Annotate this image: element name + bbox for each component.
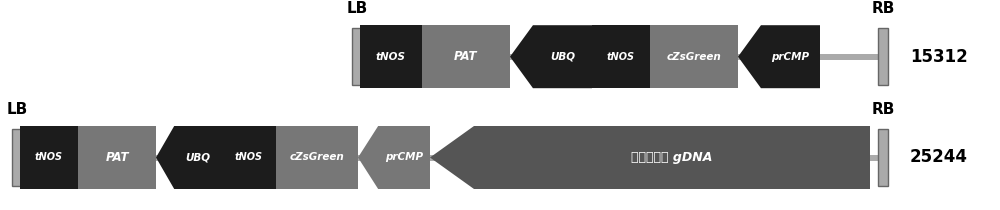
Text: 15312: 15312 bbox=[910, 48, 968, 66]
Polygon shape bbox=[510, 25, 592, 88]
Bar bbox=[352, 28, 362, 85]
Polygon shape bbox=[156, 126, 221, 189]
Bar bbox=[20, 155, 880, 160]
Bar bbox=[12, 129, 22, 186]
Bar bbox=[20, 126, 78, 189]
Text: 25244: 25244 bbox=[910, 148, 968, 167]
Bar bbox=[592, 25, 650, 88]
Polygon shape bbox=[738, 25, 820, 88]
Text: UBQ: UBQ bbox=[550, 52, 575, 62]
Bar bbox=[78, 126, 156, 189]
Bar bbox=[650, 25, 738, 88]
Bar bbox=[878, 129, 888, 186]
Text: LB: LB bbox=[6, 102, 28, 117]
Text: cZsGreen: cZsGreen bbox=[667, 52, 721, 62]
Text: 候选基因的 gDNA: 候选基因的 gDNA bbox=[631, 151, 713, 164]
Text: tNOS: tNOS bbox=[607, 52, 635, 62]
Bar bbox=[360, 54, 880, 59]
Bar bbox=[878, 28, 888, 85]
Text: cZsGreen: cZsGreen bbox=[290, 152, 344, 163]
Text: prCMP: prCMP bbox=[771, 52, 810, 62]
Text: prCMP: prCMP bbox=[385, 152, 423, 163]
Bar bbox=[276, 126, 358, 189]
Text: RB: RB bbox=[871, 1, 895, 16]
Bar bbox=[360, 25, 422, 88]
Text: LB: LB bbox=[346, 1, 368, 16]
Text: PAT: PAT bbox=[105, 151, 129, 164]
Text: UBQ: UBQ bbox=[185, 152, 210, 163]
Bar bbox=[422, 25, 510, 88]
Text: tNOS: tNOS bbox=[376, 52, 406, 62]
Polygon shape bbox=[430, 126, 870, 189]
Text: RB: RB bbox=[871, 102, 895, 117]
Bar bbox=[221, 126, 276, 189]
Polygon shape bbox=[358, 126, 430, 189]
Text: PAT: PAT bbox=[454, 50, 478, 63]
Text: tNOS: tNOS bbox=[35, 152, 63, 163]
Text: tNOS: tNOS bbox=[234, 152, 262, 163]
